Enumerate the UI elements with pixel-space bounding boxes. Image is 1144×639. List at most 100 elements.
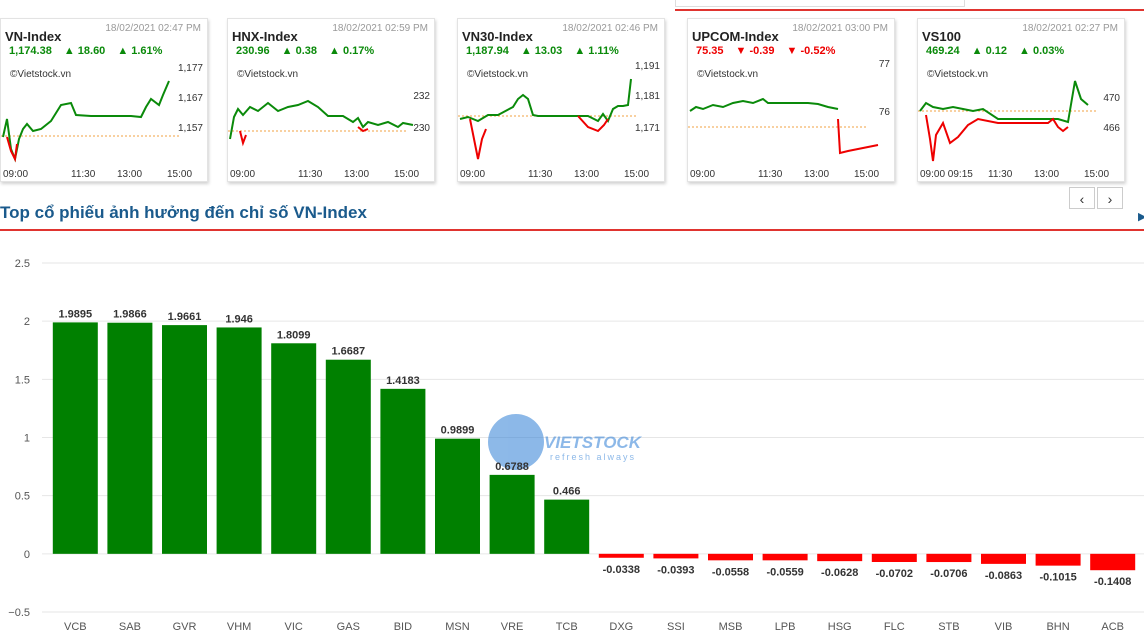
bar-msn[interactable] (435, 438, 480, 554)
index-percent: ▲ 0.03% (1019, 45, 1065, 57)
bar-bid[interactable] (380, 388, 426, 554)
data-label: 1.946 (225, 313, 253, 325)
y-tick-label: 1,167 (178, 93, 203, 104)
x-tick-label: 15:00 (1084, 169, 1109, 180)
index-values: 1,174.38 ▲ 18.60 ▲ 1.61% (9, 45, 174, 57)
data-label: -0.0393 (657, 564, 694, 576)
source-label: ©Vietstock.vn (927, 69, 989, 80)
index-change: ▲ 13.03 (520, 45, 563, 57)
index-values: 230.96 ▲ 0.38 ▲ 0.17% (236, 45, 386, 57)
index-value: 1,174.38 (9, 45, 52, 57)
sparkline-chart: 232 230 09:00 11:30 13:00 15:00 (228, 91, 430, 180)
sparkline-up (459, 78, 632, 124)
index-value: 75.35 (696, 45, 724, 57)
x-tick-label: 13:00 (1034, 169, 1059, 180)
index-card-upcom-index[interactable]: UPCOM-Index 18/02/2021 03:00 PM 75.35 ▼ -0.… (687, 18, 895, 182)
bar-ssi[interactable] (653, 553, 699, 559)
bar-bhn[interactable] (1035, 553, 1081, 566)
y-tick-label: 1,181 (635, 91, 660, 102)
data-label: -0.0628 (821, 567, 858, 579)
x-axis-category-label: VIC (285, 621, 303, 633)
bar-hsg[interactable] (817, 553, 863, 562)
data-label: -0.0706 (930, 568, 967, 580)
bar-vhm[interactable] (216, 327, 262, 554)
bar-sab[interactable] (107, 322, 153, 554)
x-tick-label: 09:00 (690, 169, 715, 180)
index-timestamp: 18/02/2021 02:59 PM (332, 23, 428, 34)
section-divider (0, 229, 1144, 231)
bar-vre[interactable] (489, 474, 535, 554)
y-tick-label: 230 (413, 123, 430, 134)
source-label: ©Vietstock.vn (10, 69, 72, 80)
y-tick-label: 466 (1103, 123, 1120, 134)
y-axis-tick-label: −0.5 (8, 607, 30, 619)
x-axis-category-label: VHM (227, 621, 251, 633)
bar-vic[interactable] (271, 343, 317, 554)
x-tick-label: 15:00 (167, 169, 192, 180)
top-panel-edge (675, 0, 965, 7)
sparkline-up (919, 80, 1089, 124)
index-card-vn30-index[interactable]: VN30-Index 18/02/2021 02:46 PM 1,187.94 ▲ 1… (457, 18, 665, 182)
bar-msb[interactable] (708, 553, 753, 561)
index-change: ▲ 0.38 (281, 45, 318, 57)
x-tick-label: 13:00 (574, 169, 599, 180)
x-axis-category-label: SSI (667, 621, 685, 633)
data-label: 1.9661 (168, 311, 202, 323)
x-axis-category-label: TCB (556, 621, 578, 633)
bar-lpb[interactable] (762, 553, 808, 561)
sparkline-up (2, 80, 170, 163)
sparkline-up (689, 97, 839, 112)
index-name: VN30-Index (462, 29, 533, 44)
data-label: 0.6788 (495, 461, 529, 473)
watermark-tagline: refresh always (550, 452, 636, 462)
data-label: 1.6687 (331, 346, 365, 358)
bar-dxg[interactable] (598, 553, 644, 558)
data-label: 0.9899 (441, 425, 475, 437)
next-button[interactable]: › (1097, 187, 1123, 209)
index-percent: ▲ 1.11% (574, 45, 619, 57)
index-timestamp: 18/02/2021 02:27 PM (1022, 23, 1118, 34)
bar-gvr[interactable] (162, 325, 207, 554)
x-tick-label: 09:00 (230, 169, 255, 180)
scroll-right-icon[interactable]: ▶ (1138, 211, 1144, 223)
bar-tcb[interactable] (544, 499, 590, 554)
y-tick-label: 76 (879, 107, 891, 118)
x-tick-label: 15:00 (624, 169, 649, 180)
x-tick-label: 11:30 (988, 169, 1013, 180)
data-label: -0.1408 (1094, 576, 1131, 588)
x-tick-label: 13:00 (344, 169, 369, 180)
y-tick-label: 232 (413, 91, 430, 102)
index-card-vs100[interactable]: VS100 18/02/2021 02:27 PM 469.24 ▲ 0.12 ▲ 0.… (917, 18, 1125, 182)
bar-gas[interactable] (325, 359, 371, 554)
sparkline-down (837, 118, 879, 155)
x-tick-label: 09:00 09:15 (920, 169, 973, 180)
index-timestamp: 18/02/2021 02:46 PM (562, 23, 658, 34)
sparkline-chart: 1,177 1,167 1,157 09:00 11:30 13:00 15:00 (1, 63, 203, 180)
sparkline-down (6, 136, 18, 163)
index-change: ▲ 18.60 (63, 45, 106, 57)
index-value: 230.96 (236, 45, 270, 57)
sparkline-chart: 470 466 09:00 09:15 11:30 13:00 15:00 (918, 80, 1120, 180)
sparkline-down (925, 114, 1069, 162)
bar-vib[interactable] (981, 553, 1026, 564)
index-percent: ▼ -0.52% (786, 45, 836, 57)
bar-vcb[interactable] (52, 322, 98, 554)
data-label: -0.0863 (985, 570, 1022, 582)
source-label: ©Vietstock.vn (697, 69, 759, 80)
sparkline-up (229, 99, 414, 140)
prev-button[interactable]: ‹ (1069, 187, 1095, 209)
index-card-hnx-index[interactable]: HNX-Index 18/02/2021 02:59 PM 230.96 ▲ 0.38… (227, 18, 435, 182)
x-axis-category-label: VCB (64, 621, 87, 633)
data-label: 1.4183 (386, 375, 420, 387)
bar-flc[interactable] (871, 553, 917, 562)
index-value: 469.24 (926, 45, 960, 57)
bar-stb[interactable] (926, 553, 972, 563)
bar-acb[interactable] (1090, 553, 1136, 571)
source-label: ©Vietstock.vn (237, 69, 299, 80)
index-card-vn-index[interactable]: VN-Index 18/02/2021 02:47 PM 1,174.38 ▲ 18.… (0, 18, 208, 182)
y-axis-tick-label: 0.5 (15, 491, 30, 503)
data-label: -0.0558 (712, 566, 749, 578)
x-axis-category-label: FLC (884, 621, 905, 633)
x-axis-category-label: BHN (1046, 621, 1069, 633)
